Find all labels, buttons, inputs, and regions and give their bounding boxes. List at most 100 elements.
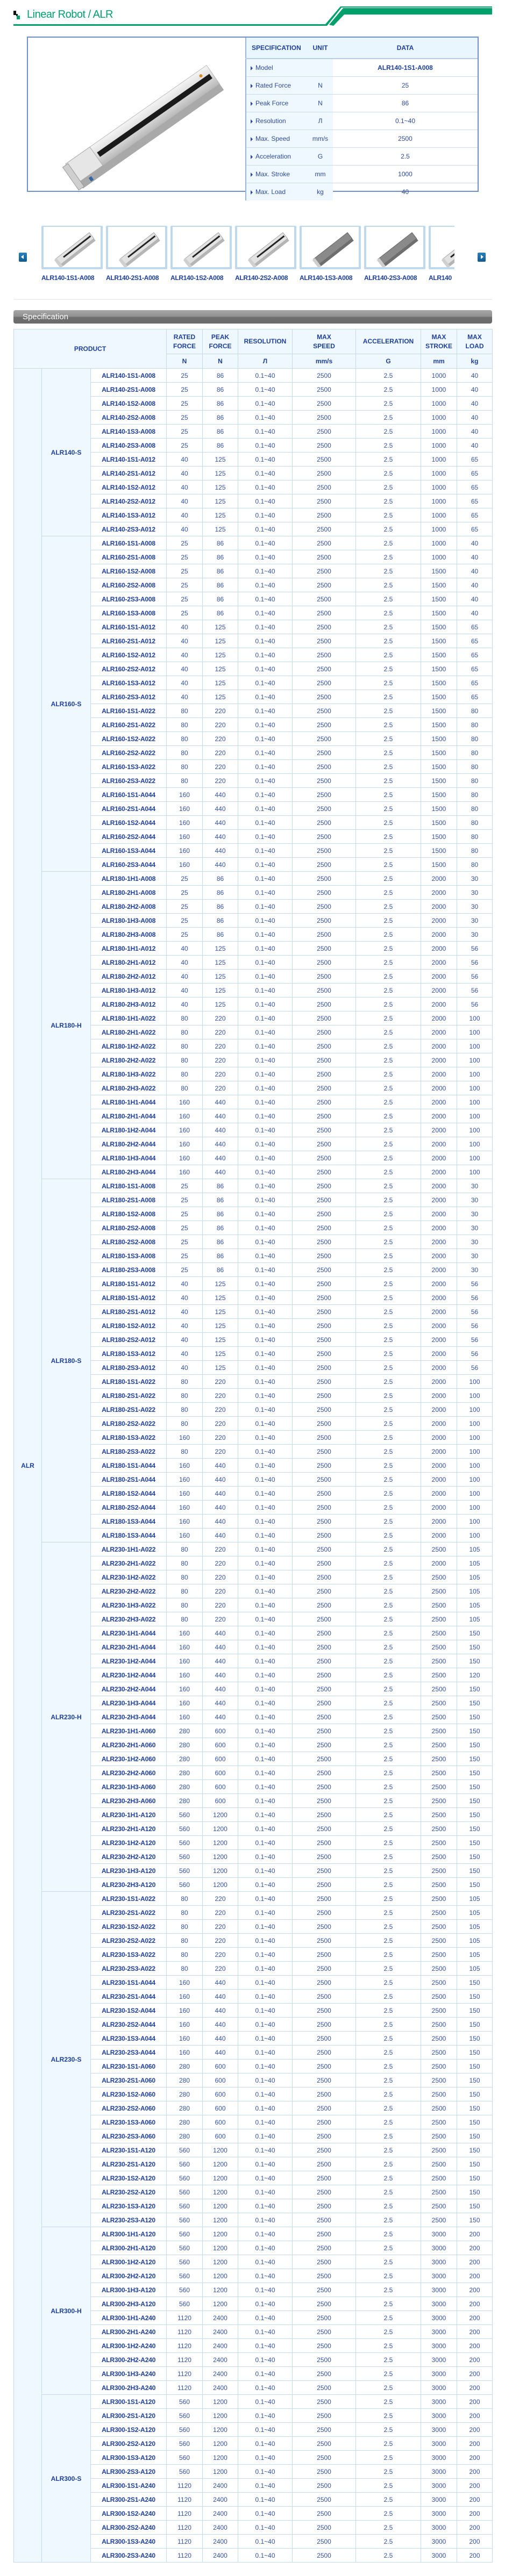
- acceleration-cell: 2.5: [355, 494, 422, 508]
- carousel-item[interactable]: ALR140-2S2-A008: [235, 226, 296, 282]
- peak-force-cell: 86: [202, 410, 239, 425]
- rated-force-cell: 160: [166, 1989, 203, 2004]
- max-stroke-cell: 2000: [421, 1207, 458, 1221]
- spec-label: Model: [255, 64, 273, 71]
- rated-force-cell: 25: [166, 382, 203, 397]
- acceleration-cell: 2.5: [355, 787, 422, 802]
- resolution-cell: 0.1~40: [238, 2380, 293, 2395]
- carousel-item-label: ALR140: [429, 274, 452, 282]
- max-stroke-cell: 2500: [421, 2115, 458, 2129]
- resolution-cell: 0.1~40: [238, 1151, 293, 1165]
- max-speed-cell: 2500: [292, 2073, 357, 2087]
- rated-force-cell: 160: [166, 1640, 203, 1654]
- max-load-cell: 200: [457, 2450, 493, 2465]
- table-row: ALR300-S ALR300-1S1-A120 560 1200 0.1~40 2500…: [14, 2394, 493, 2563]
- rated-force-cell: 160: [166, 1486, 203, 1501]
- resolution-cell: 0.1~40: [238, 2310, 293, 2325]
- resolution-cell: 0.1~40: [238, 927, 293, 942]
- peak-force-cell: 125: [202, 983, 239, 998]
- max-load-cell: 150: [457, 2129, 493, 2143]
- max-load-cell: 150: [457, 1766, 493, 1780]
- table-row: ALR140-2S2-A008 25 86 0.1~40 2500 2.5 1000 40: [14, 410, 493, 425]
- carousel-item-label: ALR140-2S3-A008: [364, 274, 417, 282]
- max-load-cell: 80: [457, 773, 493, 788]
- max-load-cell: 40: [457, 410, 493, 425]
- resolution-cell: 0.1~40: [238, 2436, 293, 2451]
- peak-force-cell: 220: [202, 1053, 239, 1067]
- acceleration-cell: 2.5: [355, 759, 422, 774]
- max-load-cell: 100: [457, 1039, 493, 1053]
- resolution-cell: 0.1~40: [238, 1304, 293, 1319]
- carousel-item[interactable]: ALR140-2S1-A008: [106, 226, 167, 282]
- resolution-cell: 0.1~40: [238, 2059, 293, 2073]
- table-row: ALR180-2H3-A022 80 220 0.1~40 2500 2.5 2000 100: [14, 1081, 493, 1095]
- table-row: ALR230-2S2-A022 80 220 0.1~40 2500 2.5 2500 105: [14, 1933, 493, 1948]
- max-load-cell: 56: [457, 955, 493, 970]
- max-load-cell: 65: [457, 676, 493, 690]
- carousel-item[interactable]: ALR140-1S1-A008: [41, 226, 103, 282]
- carousel-item[interactable]: ALR140-1S2-A008: [170, 226, 232, 282]
- resolution-cell: 0.1~40: [238, 2017, 293, 2032]
- resolution-cell: 0.1~40: [238, 662, 293, 676]
- acceleration-cell: 2.5: [355, 1304, 422, 1319]
- resolution-cell: 0.1~40: [238, 2478, 293, 2493]
- peak-force-cell: 86: [202, 606, 239, 620]
- model-cell: ALR300-2S2-A120: [90, 2436, 167, 2451]
- rated-force-cell: 280: [166, 2073, 203, 2087]
- max-speed-cell: 2500: [292, 2157, 357, 2171]
- table-row: ALR140-1S1-A012 40 125 0.1~40 2500 2.5 1000 65: [14, 452, 493, 467]
- max-stroke-cell: 2000: [421, 1123, 458, 1137]
- peak-force-cell: 86: [202, 382, 239, 397]
- max-stroke-cell: 2500: [421, 1654, 458, 1668]
- max-load-cell: 150: [457, 2115, 493, 2129]
- table-row: ALR180-1S3-A044 160 440 0.1~40 2500 2.5 2000 10…: [14, 1528, 493, 1542]
- max-load-cell: 30: [457, 1235, 493, 1249]
- model-cell: ALR230-1S1-A060: [90, 2059, 167, 2073]
- max-load-cell: 100: [457, 1486, 493, 1501]
- carousel-item[interactable]: ALR140-1S3-A008: [300, 226, 361, 282]
- max-stroke-cell: 2000: [421, 955, 458, 970]
- table-row: ALR230-2H2-A060 280 600 0.1~40 2500 2.5 2500 15…: [14, 1766, 493, 1780]
- resolution-cell: 0.1~40: [238, 1332, 293, 1347]
- acceleration-cell: 2.5: [355, 1877, 422, 1892]
- carousel-item[interactable]: ALR140: [429, 226, 454, 282]
- model-cell: ALR230-2S1-A060: [90, 2073, 167, 2087]
- acceleration-cell: 2.5: [355, 1612, 422, 1626]
- rated-force-cell: 560: [166, 1807, 203, 1822]
- resolution-cell: 0.1~40: [238, 1975, 293, 1990]
- peak-force-cell: 1200: [202, 2408, 239, 2423]
- max-load-cell: 56: [457, 1318, 493, 1333]
- peak-force-cell: 440: [202, 1989, 239, 2004]
- max-load-cell: 150: [457, 2143, 493, 2157]
- acceleration-cell: 2.5: [355, 1947, 422, 1962]
- carousel-prev-button[interactable]: [19, 253, 27, 262]
- max-stroke-cell: 1000: [421, 508, 458, 522]
- model-cell: ALR230-2H1-A044: [90, 1640, 167, 1654]
- max-load-cell: 105: [457, 1933, 493, 1948]
- acceleration-cell: 2.5: [355, 1179, 422, 1193]
- resolution-cell: 0.1~40: [238, 2213, 293, 2227]
- resolution-cell: 0.1~40: [238, 1863, 293, 1878]
- model-cell: ALR230-1S1-A044: [90, 1975, 167, 1990]
- rated-force-cell: 40: [166, 941, 203, 956]
- table-row: ALR160-1S3-A044 160 440 0.1~40 2500 2.5 1500 80: [14, 843, 493, 858]
- max-stroke-cell: 2500: [421, 1640, 458, 1654]
- peak-force-cell: 86: [202, 1193, 239, 1207]
- carousel-next-button[interactable]: [478, 253, 486, 262]
- peak-force-cell: 86: [202, 871, 239, 886]
- peak-force-cell: 220: [202, 745, 239, 760]
- max-speed-cell: 2500: [292, 1947, 357, 1962]
- rated-force-cell: 280: [166, 2115, 203, 2129]
- resolution-cell: 0.1~40: [238, 1570, 293, 1584]
- carousel-item[interactable]: ALR140-2S3-A008: [364, 226, 425, 282]
- max-stroke-cell: 2500: [421, 1612, 458, 1626]
- acceleration-cell: 2.5: [355, 1598, 422, 1612]
- resolution-cell: 0.1~40: [238, 1402, 293, 1417]
- section-header: Specification: [13, 310, 492, 324]
- resolution-cell: 0.1~40: [238, 2003, 293, 2018]
- model-cell: ALR180-2S3-A012: [90, 1360, 167, 1375]
- max-stroke-cell: 2500: [421, 2017, 458, 2032]
- model-cell: ALR230-2H1-A120: [90, 1821, 167, 1836]
- max-stroke-cell: 2500: [421, 1989, 458, 2004]
- rated-force-cell: 25: [166, 913, 203, 928]
